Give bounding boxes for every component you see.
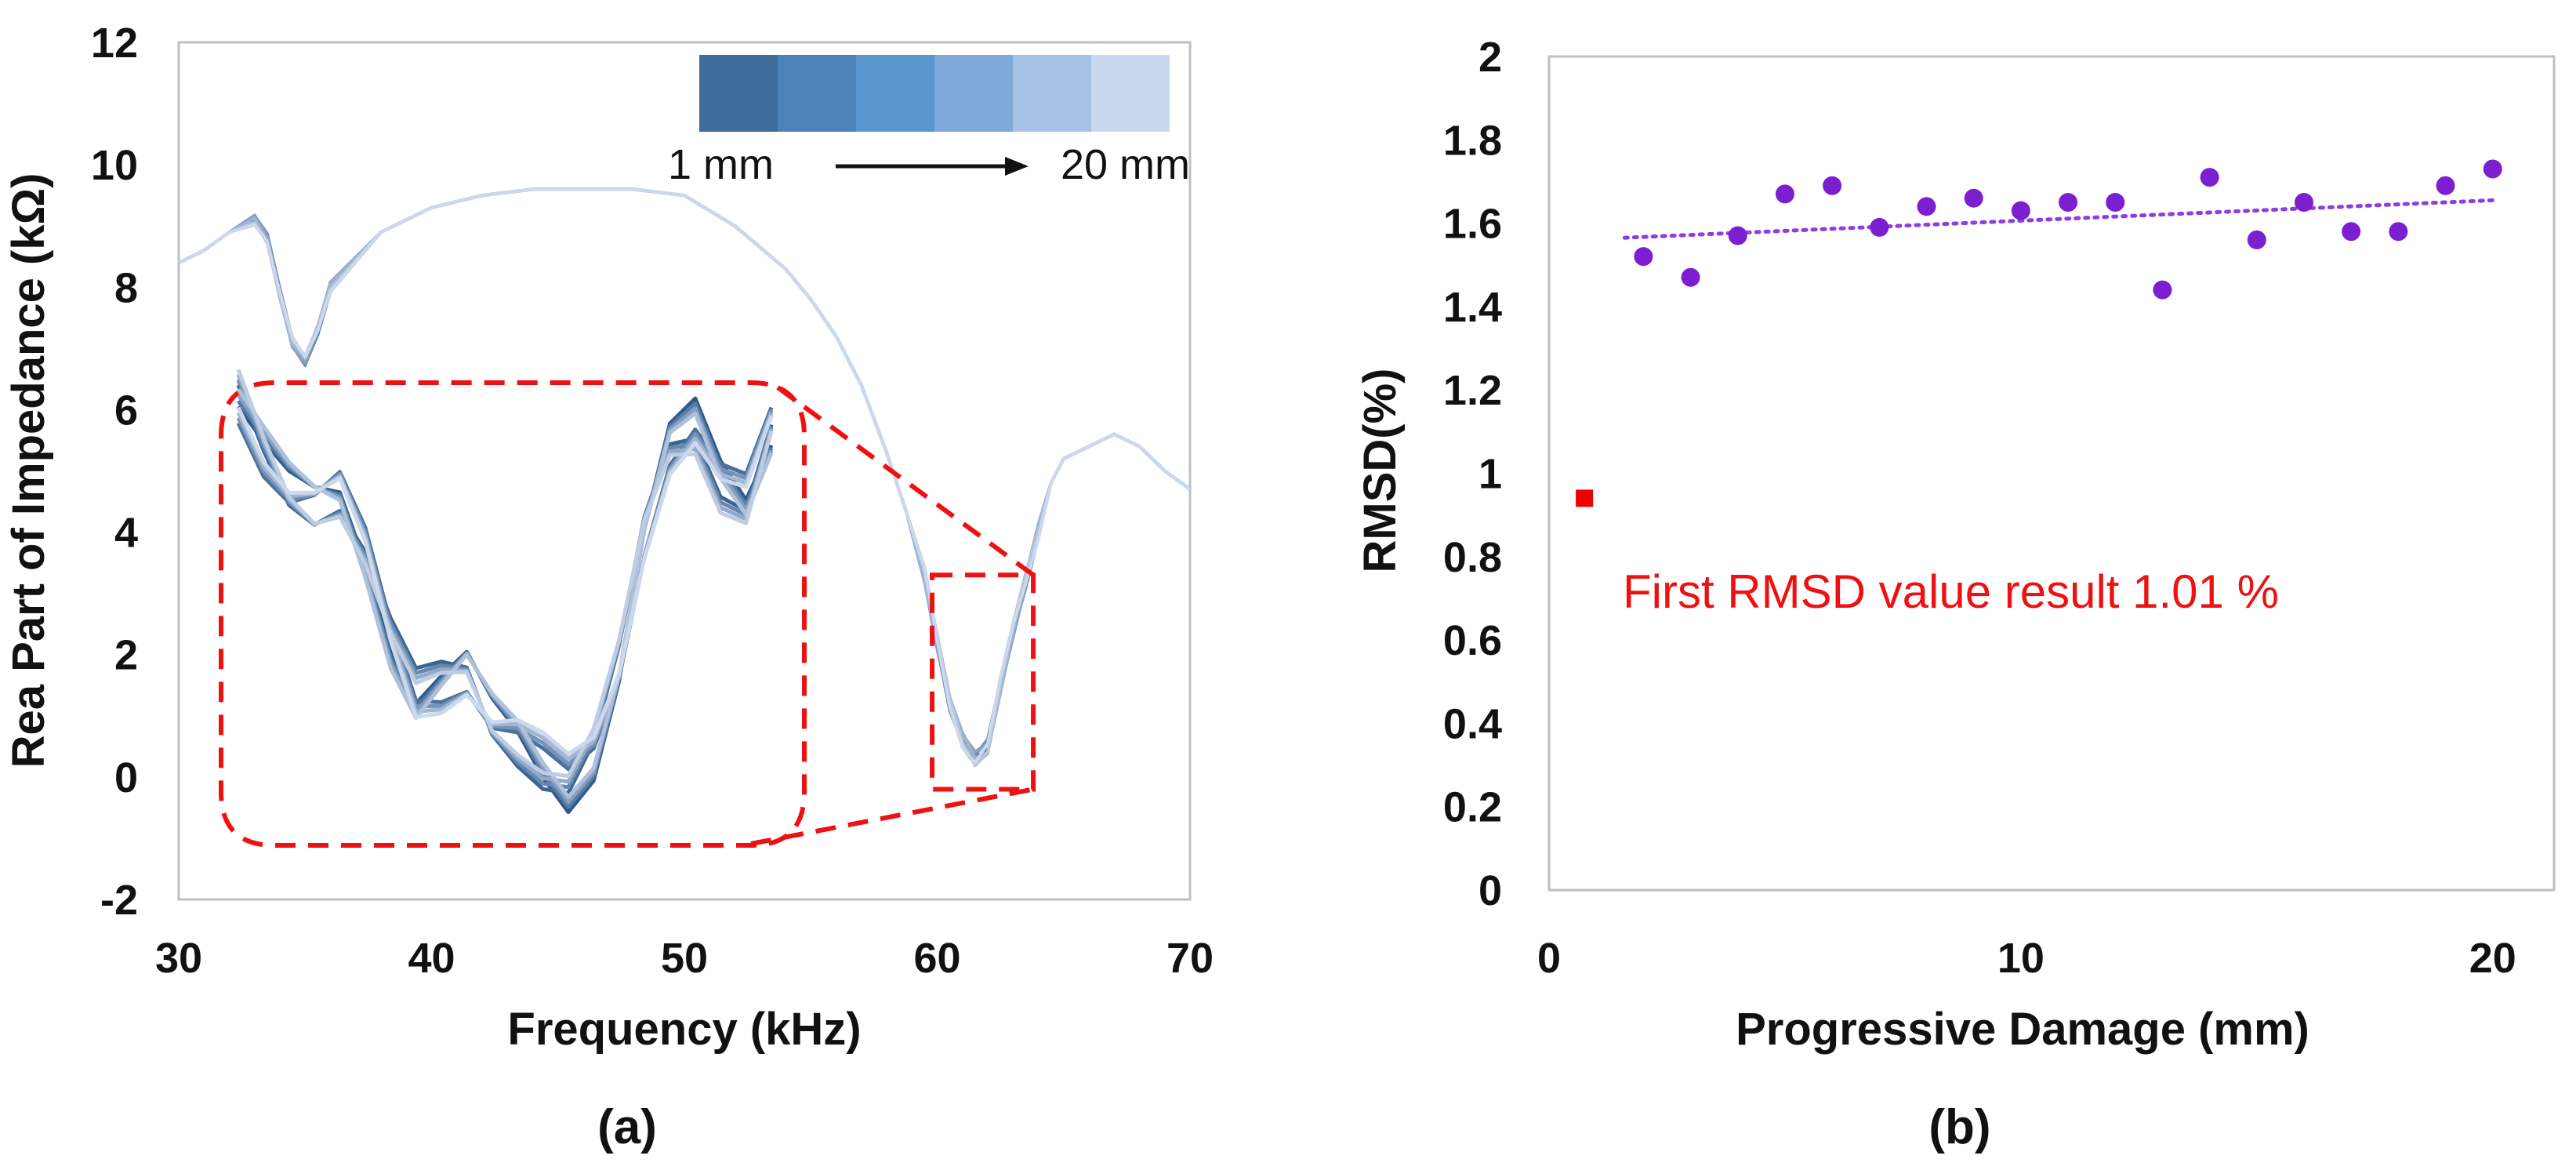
panel-a-curve <box>179 187 1190 767</box>
panel-b-x-axis-title: Progressive Damage (mm) <box>1736 1004 2309 1055</box>
panel-b-y-tick-label: 0.6 <box>1443 617 1502 664</box>
panel-b-data-point <box>1775 184 1794 204</box>
panel-a-curve <box>179 187 1190 760</box>
panel-b-annotation: First RMSD value result 1.01 % <box>1623 565 2279 618</box>
panel-a-curve <box>179 187 1190 758</box>
panel-b-data-point <box>2389 222 2408 242</box>
panel-a-y-tick-label: 2 <box>114 632 138 679</box>
panel-b-x-tick-label: 0 <box>1537 935 1561 982</box>
panel-b-first-point-marker <box>1576 489 1594 507</box>
panel-b-data-point <box>1681 267 1700 287</box>
panel-a-x-axis-title: Frequency (kHz) <box>507 1004 861 1055</box>
panel-b-data-point <box>1917 197 1936 216</box>
panel-b-data-point <box>2342 222 2361 242</box>
panel-a-y-tick-label: 10 <box>91 142 138 189</box>
panel-a-x-tick-label: 40 <box>408 935 455 982</box>
panel-b-x-ticks: 0 10 20 <box>1537 935 2516 982</box>
panel-b-data-point <box>2106 193 2125 213</box>
panel-b-y-tick-label: 0.4 <box>1443 700 1502 747</box>
panel-b-trendline-segment <box>1622 198 2495 240</box>
panel-a-x-tick-label: 70 <box>1166 935 1214 982</box>
panel-a-zoom-annotation <box>219 380 1036 848</box>
panel-b-data-point <box>2295 193 2314 213</box>
panel-a-y-tick-label: 4 <box>114 510 138 557</box>
panel-b-trendline <box>1622 198 2495 240</box>
panel-b-chart: 0 0.2 0.4 0.6 0.8 1 1.2 1.4 1.6 1.8 2 0 10 20 First … <box>1355 34 2556 1154</box>
panel-b-data-point <box>2059 193 2078 213</box>
panel-b-data-point <box>2153 280 2172 300</box>
panel-a-y-tick-label: 12 <box>91 20 138 67</box>
panel-a-chart: -2 0 2 4 6 8 10 12 30 40 50 60 70 1 mm 20 mm Freque… <box>3 20 1214 1154</box>
panel-a-main-curves <box>179 187 1190 768</box>
panel-a-curve <box>179 187 1190 758</box>
panel-b-y-tick-label: 0.2 <box>1443 784 1502 831</box>
panel-a-x-ticks: 30 40 50 60 70 <box>155 935 1214 982</box>
panel-b-x-tick-label: 10 <box>1997 935 2044 982</box>
legend-start-label: 1 mm <box>668 141 774 188</box>
panel-a-curve <box>179 187 1190 768</box>
legend-swatch <box>934 55 1013 132</box>
legend-swatch <box>1013 55 1091 132</box>
panel-b-y-tick-label: 0 <box>1478 867 1502 914</box>
panel-b-y-ticks: 0 0.2 0.4 0.6 0.8 1 1.2 1.4 1.6 1.8 2 <box>1443 34 1502 914</box>
panel-a-x-tick-label: 50 <box>661 935 708 982</box>
panel-b-data-point <box>2436 176 2455 195</box>
panel-b-first-point <box>1576 489 1594 507</box>
panel-a-y-tick-label: 0 <box>114 754 138 801</box>
panel-a-inset-curve <box>236 406 774 756</box>
panel-a-plot-frame <box>177 41 1192 901</box>
panel-b-data-point <box>2247 230 2266 249</box>
panel-a-connector-bottom <box>750 787 1034 846</box>
panel-a-y-tick-label: 6 <box>114 387 138 434</box>
panel-b-data-point <box>2011 201 2030 220</box>
panel-a-inset-curves <box>236 369 774 815</box>
legend-arrow-head <box>1005 157 1029 176</box>
panel-a-curve <box>179 187 1190 766</box>
panel-b-data-point <box>1870 217 1889 237</box>
panel-b-y-tick-label: 1.6 <box>1443 201 1502 248</box>
legend-swatch <box>699 55 778 132</box>
panel-a-label: (a) <box>597 1100 657 1154</box>
legend-swatch <box>778 55 856 132</box>
panel-a-y-tick-label: 8 <box>114 264 138 311</box>
panel-b-y-tick-label: 1.4 <box>1443 284 1502 331</box>
panel-a-inset-box <box>219 380 807 848</box>
panel-b-label: (b) <box>1928 1100 1990 1154</box>
panel-a-y-axis-title: Rea Part of Impedance (kΩ) <box>3 173 54 768</box>
panel-b-data-point <box>2483 159 2502 179</box>
panel-b-y-axis-title: RMSD(%) <box>1355 369 1406 573</box>
panel-b-data-point <box>1823 176 1842 195</box>
panel-b-data-point <box>2200 168 2219 187</box>
panel-b-data-point <box>1964 188 1983 208</box>
panel-b-plot-frame <box>1547 55 2556 892</box>
panel-a-connector-top <box>776 385 1035 577</box>
panel-b-data-point <box>1634 247 1653 267</box>
panel-a-x-tick-label: 30 <box>155 935 202 982</box>
panel-a-inset-curve <box>236 369 774 779</box>
panel-b-data-point <box>1728 226 1747 245</box>
panel-a-x-tick-label: 60 <box>913 935 960 982</box>
panel-b-y-tick-label: 1.8 <box>1443 117 1502 164</box>
panel-a-y-ticks: -2 0 2 4 6 8 10 12 <box>91 20 138 924</box>
panel-a-curve <box>179 187 1190 754</box>
panel-b-y-tick-label: 1.2 <box>1443 367 1502 414</box>
legend-swatch <box>1091 55 1170 132</box>
panel-a-inset-curve <box>236 388 774 799</box>
panel-a-zoom-box <box>930 572 1036 792</box>
panel-b-y-tick-label: 0.8 <box>1443 534 1502 581</box>
legend-end-label: 20 mm <box>1061 141 1190 188</box>
panel-a-colorbar-legend: 1 mm 20 mm <box>668 55 1190 188</box>
panel-b-x-tick-label: 20 <box>2469 935 2516 982</box>
panel-b-y-tick-label: 2 <box>1478 34 1502 81</box>
legend-swatch <box>856 55 934 132</box>
panel-a-curve <box>179 187 1190 765</box>
panel-a-y-tick-label: -2 <box>100 877 138 924</box>
panel-b-y-tick-label: 1 <box>1478 451 1502 498</box>
panel-b-scatter-points <box>1634 159 2502 300</box>
